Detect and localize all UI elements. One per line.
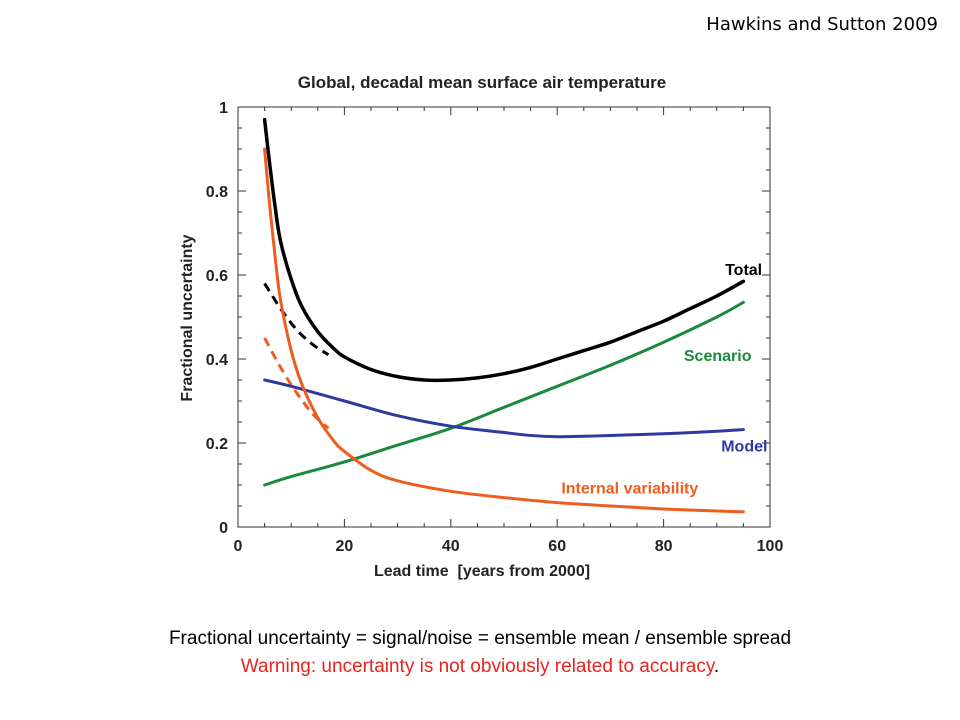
y-tick-label: 0.6 xyxy=(206,268,228,285)
x-tick-label: 20 xyxy=(336,538,354,555)
chart-title: Global, decadal mean surface air tempera… xyxy=(298,73,666,92)
scenario-line xyxy=(263,300,745,487)
total-label: Total xyxy=(725,262,762,279)
citation: Hawkins and Sutton 2009 xyxy=(706,14,938,35)
warning-text: Warning: uncertainty is not obviously re… xyxy=(240,656,714,677)
plot-frame xyxy=(237,106,771,528)
internal-variability-line xyxy=(263,147,745,514)
plot-area xyxy=(237,106,771,528)
y-axis-label: Fractional uncertainty xyxy=(179,234,196,401)
y-tick-label: 1 xyxy=(219,100,228,117)
caption-definition: Fractional uncertainty = signal/noise = … xyxy=(168,628,792,649)
x-axis-label: Lead time [years from 2000] xyxy=(374,563,590,580)
y-tick-label: 0.4 xyxy=(206,352,228,369)
internal-variability-label: Internal variability xyxy=(561,480,698,497)
warning-period: . xyxy=(713,656,720,677)
y-tick-label: 0.2 xyxy=(206,436,228,453)
x-tick-label: 40 xyxy=(442,538,460,555)
y-tick-label: 0.8 xyxy=(206,184,228,201)
curves xyxy=(262,117,746,514)
x-tick-label: 0 xyxy=(234,538,243,555)
uncertainty-chart: Global, decadal mean surface air tempera… xyxy=(179,73,784,580)
x-tick-label: 100 xyxy=(757,538,784,555)
series-labels: Total Scenario Model Internal variability xyxy=(561,262,767,497)
total-line xyxy=(262,117,746,383)
y-tick-label: 0 xyxy=(219,520,228,537)
model-label: Model xyxy=(721,438,767,455)
caption-warning: Warning: uncertainty is not obviously re… xyxy=(0,656,960,678)
axis-ticks: 0 20 40 60 80 100 0 0.2 0.4 0.6 0.8 1 xyxy=(206,100,784,555)
x-tick-label: 60 xyxy=(548,538,566,555)
scenario-label: Scenario xyxy=(684,348,752,365)
model-line xyxy=(263,378,745,439)
total-dashed-line xyxy=(263,282,330,357)
x-tick-label: 80 xyxy=(655,538,673,555)
